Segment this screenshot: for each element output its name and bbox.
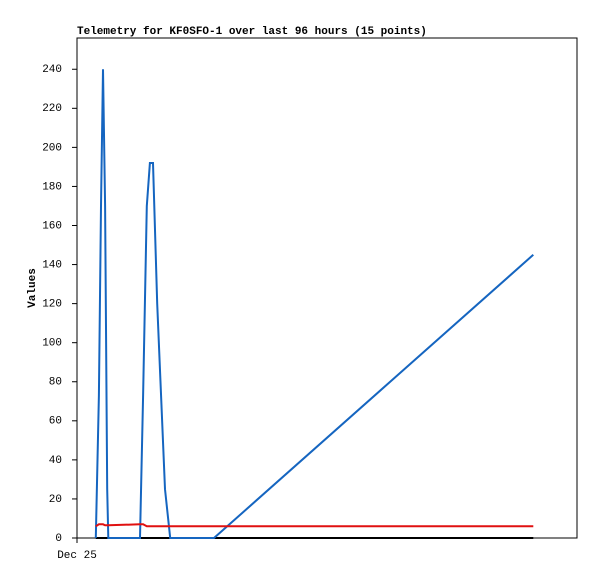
y-tick-label: 60: [49, 416, 62, 428]
y-axis-label: Values: [27, 268, 39, 308]
y-tick-label: 20: [49, 494, 62, 506]
y-tick-label: 140: [42, 259, 62, 271]
y-tick-label: 100: [42, 338, 62, 350]
y-tick-label: 80: [49, 377, 62, 389]
chart-title: Telemetry for KF0SFO-1 over last 96 hour…: [77, 26, 427, 38]
y-tick-label: 180: [42, 181, 62, 193]
x-tick-label: Dec 25: [57, 550, 97, 562]
series-line: [94, 69, 534, 539]
y-tick-label: 240: [42, 64, 62, 76]
y-tick-label: 0: [55, 533, 62, 545]
y-tick-label: 40: [49, 455, 62, 467]
y-tick-label: 120: [42, 299, 62, 311]
series-line: [95, 523, 534, 528]
y-tick-label: 160: [42, 220, 62, 232]
y-tick-label: 220: [42, 103, 62, 115]
y-tick-label: 200: [42, 142, 62, 154]
